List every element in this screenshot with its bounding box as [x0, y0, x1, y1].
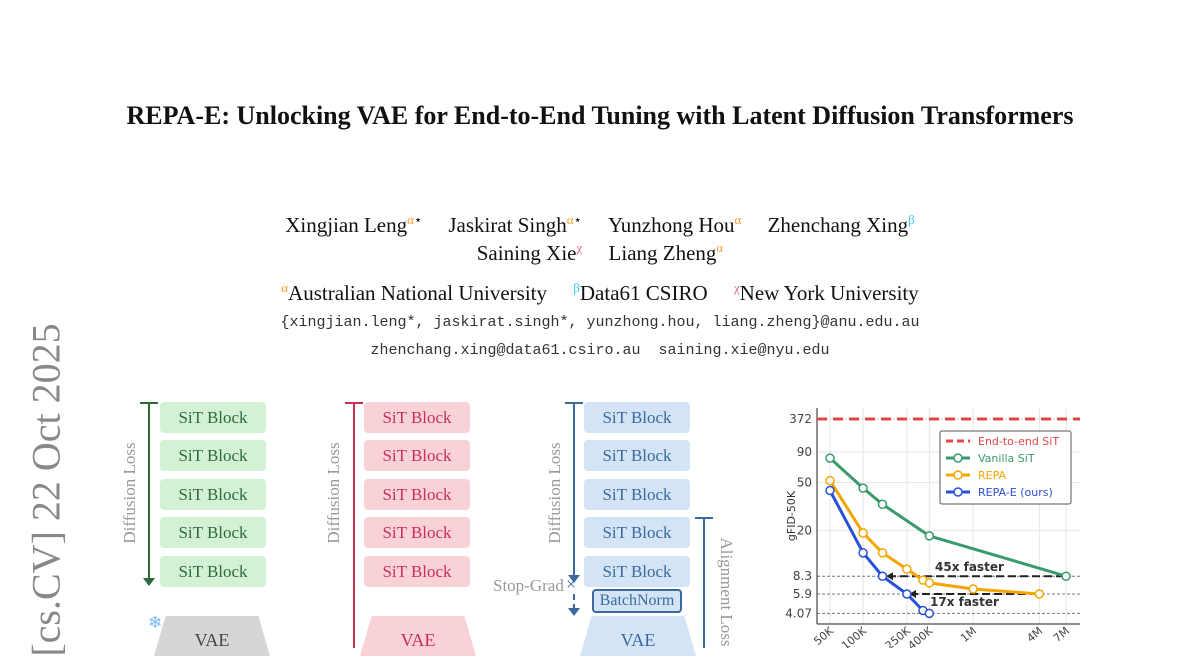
- arrow-head: [568, 608, 580, 616]
- email-line-2: zhenchang.xing@data61.csiro.au saining.x…: [370, 342, 830, 359]
- affiliation: βData61 CSIRO: [573, 280, 708, 305]
- x-tick-label: 100K: [839, 624, 870, 648]
- data-point: [968, 584, 978, 594]
- data-point: [877, 571, 888, 581]
- data-point: [924, 608, 935, 619]
- author: Xingjian Lengα⋆: [285, 212, 423, 237]
- author: Zhenchang Xingβ: [767, 212, 915, 237]
- data-point: [924, 531, 935, 541]
- data-point: [825, 475, 835, 486]
- legend-label: REPA-E (ours): [978, 486, 1053, 499]
- data-point: [825, 485, 835, 496]
- sit-block: SiT Block: [584, 556, 690, 587]
- legend-marker: [953, 470, 963, 480]
- data-point: [1034, 589, 1045, 599]
- legend-marker: [953, 453, 963, 463]
- y-axis-label: gFID-50K: [785, 490, 798, 541]
- annotation-17x: 17x faster: [930, 595, 999, 609]
- arrow-head: [143, 578, 155, 586]
- sit-block: SiT Block: [160, 402, 266, 433]
- sit-block: SiT Block: [160, 517, 266, 548]
- affiliation: χNew York University: [733, 280, 919, 305]
- y-tick-label: 5.9: [793, 587, 812, 601]
- diffusion-loss-line: [353, 403, 355, 648]
- author: Jaskirat Singhα⋆: [448, 212, 582, 237]
- affiliation: αAustralian National University: [281, 280, 547, 305]
- sit-block: SiT Block: [584, 440, 690, 471]
- author: Saining Xieχ: [476, 240, 583, 265]
- legend-marker: [953, 487, 963, 497]
- sit-block: SiT Block: [584, 402, 690, 433]
- y-tick-label: 4.07: [785, 606, 812, 620]
- author: Yunzhong Houα: [607, 212, 742, 237]
- affiliations: αAustralian National University βData61 …: [100, 280, 1100, 306]
- legend-label: REPA: [978, 469, 1007, 482]
- y-tick-label: 50: [797, 476, 812, 490]
- sit-block: SiT Block: [364, 440, 470, 471]
- sit-block: SiT Block: [364, 402, 470, 433]
- sit-block: SiT Block: [364, 556, 470, 587]
- legend-label: End-to-end SiT: [978, 435, 1059, 448]
- data-point: [877, 548, 888, 558]
- annotation-45x: 45x faster: [935, 560, 1004, 574]
- sit-block: SiT Block: [584, 479, 690, 510]
- author: Liang Zhengα: [608, 240, 724, 265]
- diffusion-loss-arrow: [573, 403, 575, 581]
- snowflake-icon: ❄: [148, 613, 163, 632]
- y-tick-label: 372: [789, 412, 812, 426]
- arrow-cap: [140, 402, 158, 404]
- email-line-1: {xingjian.leng*, jaskirat.singh*, yunzho…: [280, 314, 920, 331]
- data-point: [924, 578, 935, 588]
- paper-title: REPA-E: Unlocking VAE for End-to-End Tun…: [126, 101, 1074, 130]
- sit-block: SiT Block: [584, 517, 690, 548]
- stop-grad-label: Stop-Grad: [493, 576, 564, 595]
- x-tick-label: 7M: [1051, 624, 1072, 645]
- x-tick-label: 4M: [1024, 624, 1045, 645]
- data-point: [902, 564, 912, 574]
- data-point: [825, 453, 835, 463]
- data-point: [1061, 571, 1071, 581]
- stop-grad-x-icon: ×: [566, 574, 577, 594]
- line-cap: [345, 402, 363, 404]
- dashed-gradient-line: [573, 594, 575, 610]
- x-tick-label: 1M: [958, 624, 979, 645]
- data-point: [858, 548, 868, 558]
- data-point: [858, 483, 868, 493]
- data-point: [858, 528, 868, 538]
- sit-block: SiT Block: [160, 440, 266, 471]
- arrow-head: [886, 572, 893, 581]
- legend-box: [939, 430, 1072, 505]
- diffusion-loss-arrow: [148, 403, 150, 583]
- y-tick-label: 20: [797, 523, 812, 537]
- sit-block: SiT Block: [364, 517, 470, 548]
- y-tick-label: 90: [797, 445, 812, 459]
- sit-block: SiT Block: [160, 556, 266, 587]
- x-tick-label: 50K: [811, 624, 836, 648]
- line-cap: [695, 517, 713, 519]
- sit-block: SiT Block: [364, 479, 470, 510]
- alignment-loss-line: [703, 518, 705, 648]
- y-tick-label: 8.3: [793, 569, 812, 583]
- author-line-2: Saining Xieχ Liang Zhengα: [100, 240, 1100, 266]
- sit-block: SiT Block: [160, 479, 266, 510]
- batchnorm-block: BatchNorm: [592, 589, 682, 613]
- arrow-head: [568, 575, 580, 583]
- data-point: [902, 589, 912, 599]
- author-line-1: Xingjian Lengα⋆ Jaskirat Singhα⋆ Yunzhon…: [100, 212, 1100, 238]
- arrow-cap: [565, 402, 583, 404]
- data-point: [877, 499, 888, 510]
- legend-label: Vanilla SiT: [978, 452, 1035, 465]
- arrow-head: [909, 590, 916, 599]
